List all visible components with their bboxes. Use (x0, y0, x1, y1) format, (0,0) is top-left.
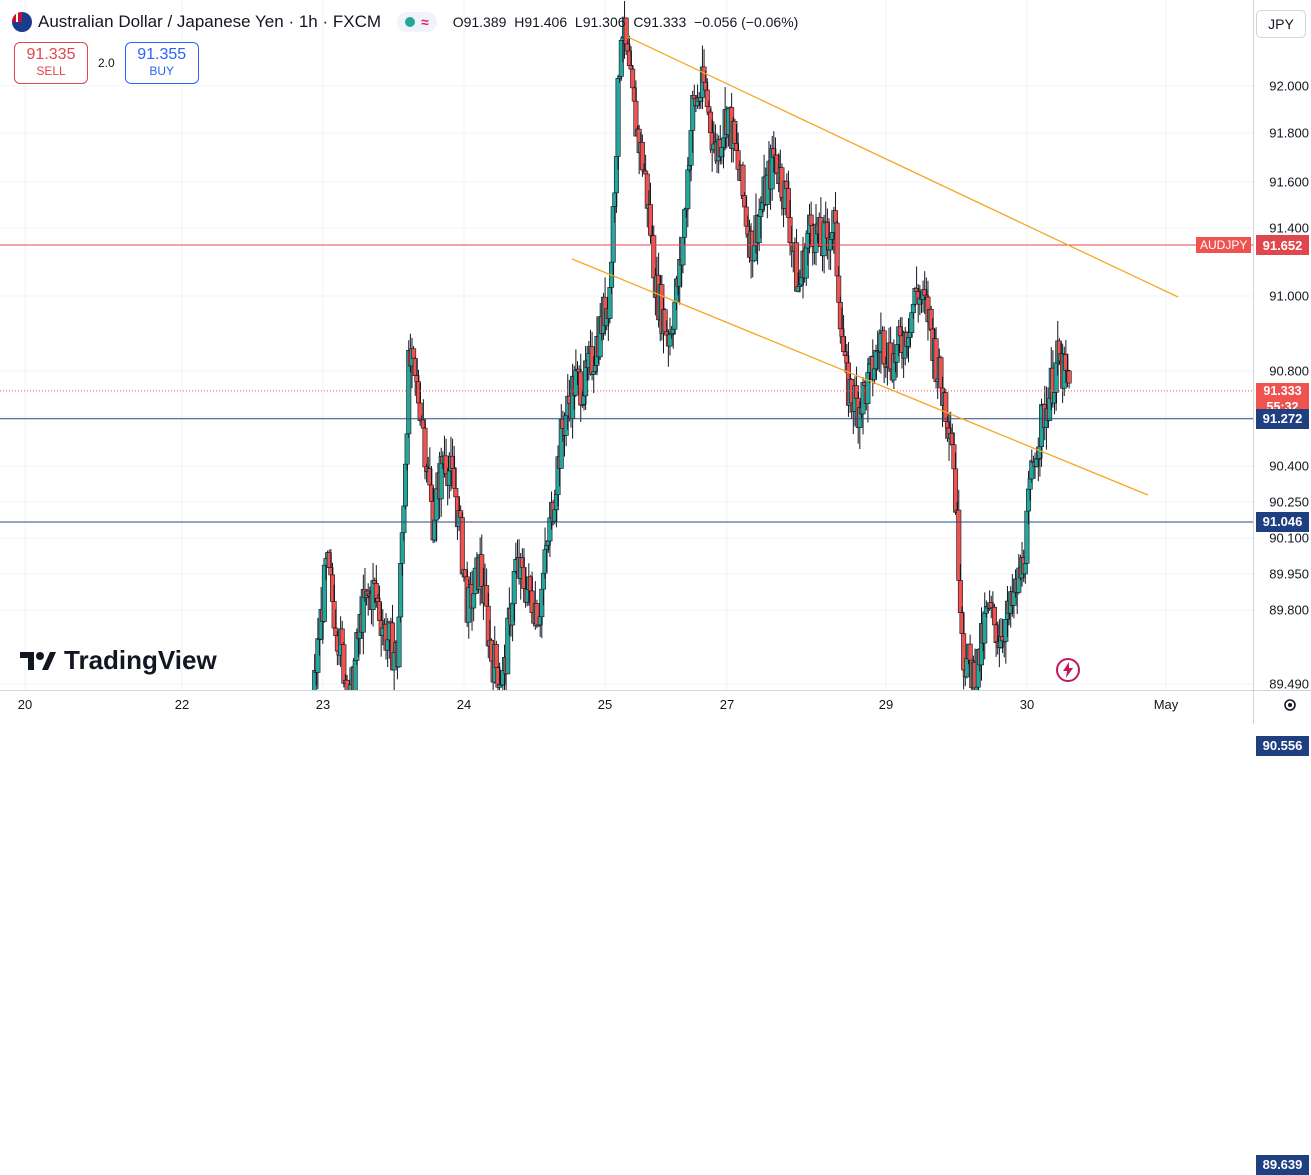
time-tick-label: 23 (315, 697, 331, 712)
time-tick-label: May (1153, 697, 1179, 712)
price-tick-label: 89.950 (1269, 566, 1309, 582)
brand-name: TradingView (64, 645, 217, 675)
current-price: 91.333 (1263, 383, 1302, 398)
candle-body (991, 606, 997, 626)
time-tick-label: 24 (456, 697, 472, 712)
price-tick-label: 90.250 (1269, 494, 1309, 510)
candle-body (615, 77, 621, 157)
ohlc-open: O91.389 (452, 14, 507, 30)
candle-body (403, 463, 409, 507)
candle-body (411, 348, 417, 359)
buy-label: BUY (149, 64, 175, 78)
candle-body (401, 505, 407, 534)
chart-plot-area[interactable] (0, 0, 1253, 1169)
time-tick-label: 29 (878, 697, 894, 712)
market-status-dot-icon (405, 17, 416, 27)
channel-lower-line (571, 258, 1149, 496)
candle-body (630, 68, 636, 89)
time-tick-label: 22 (174, 697, 190, 712)
price-tick-label: 90.400 (1269, 458, 1309, 474)
price-tick-label: 92.000 (1269, 78, 1309, 94)
time-tick-label: 20 (17, 697, 33, 712)
price-tick-label: 91.600 (1269, 174, 1309, 190)
candle-body (404, 433, 410, 465)
trade-panel: 91.335 SELL 2.0 91.355 BUY (14, 42, 199, 84)
tradingview-logo[interactable]: TradingView (20, 645, 217, 676)
tradingview-mark-icon (20, 651, 56, 670)
candle-body (740, 164, 746, 196)
price-axis[interactable]: 92.00091.80091.60091.40091.00090.80090.6… (1253, 0, 1311, 692)
candle-body (453, 488, 459, 498)
candle-body (967, 643, 973, 661)
candle-body (511, 571, 517, 605)
buy-price: 91.355 (137, 46, 187, 63)
candle-body (352, 660, 358, 697)
channel-upper-line (627, 36, 1179, 298)
time-tick-label: 25 (597, 697, 613, 712)
price-tick-label: 91.000 (1269, 288, 1309, 304)
sell-label: SELL (36, 64, 66, 78)
price-tick-label: 91.800 (1269, 125, 1309, 141)
level-price-tag: 91.272 (1256, 408, 1309, 429)
time-tick-label: 27 (719, 697, 735, 712)
gear-icon[interactable] (1282, 697, 1298, 713)
ohlc-high: H91.406 (514, 14, 568, 30)
candle-body (1022, 563, 1028, 575)
candle-body (422, 427, 428, 468)
ohlc-change: −0.056 (−0.06%) (694, 14, 799, 30)
ohlc-low: L91.306 (574, 14, 626, 30)
price-tick-label: 89.800 (1269, 602, 1309, 618)
candle-body (471, 593, 477, 609)
time-axis[interactable]: 20 22 23 24 25 27 29 30 May (0, 690, 1253, 724)
candle-body (459, 517, 465, 575)
spread-value: 2.0 (98, 56, 115, 70)
price-tick-label: 90.100 (1269, 530, 1309, 546)
candle-body (493, 644, 499, 668)
lightning-icon[interactable] (1055, 657, 1081, 683)
indicator-glyph: ≈ (421, 14, 429, 30)
ohlc-values: O91.389 H91.406 L91.306 C91.333 −0.056 (… (453, 14, 799, 30)
level-price-tag: 91.046 (1256, 511, 1309, 532)
level-price-tag: 89.639 (1256, 1154, 1309, 1175)
chart-header: Australian Dollar / Japanese Yen · 1h · … (12, 10, 798, 34)
candle-body (396, 616, 402, 668)
axis-corner (1253, 690, 1311, 724)
symbol-price-tag: AUDJPY (1196, 237, 1252, 253)
sell-button[interactable]: 91.335 SELL (14, 42, 88, 84)
time-tick-label: 30 (1019, 697, 1035, 712)
sell-price: 91.335 (26, 46, 76, 63)
price-tick-label: 91.400 (1269, 220, 1309, 236)
price-tick-label: 90.800 (1269, 363, 1309, 379)
level-price-tag: 90.556 (1256, 735, 1309, 756)
candle-body (685, 169, 691, 209)
candle-body (643, 170, 649, 175)
currency-selector[interactable]: JPY (1256, 10, 1306, 38)
australia-flag-icon (12, 12, 32, 32)
indicator-pill[interactable]: ≈ (397, 12, 437, 32)
candle-body (982, 612, 988, 644)
level-price-tag: 91.652 (1256, 235, 1309, 256)
price-tick-label: 89.490 (1269, 676, 1309, 692)
buy-button[interactable]: 91.355 BUY (124, 42, 199, 84)
price-chart[interactable] (0, 0, 1253, 1169)
candle-body (1066, 370, 1072, 384)
symbol-title[interactable]: Australian Dollar / Japanese Yen · 1h · … (38, 12, 382, 31)
ohlc-close: C91.333 (633, 14, 687, 30)
